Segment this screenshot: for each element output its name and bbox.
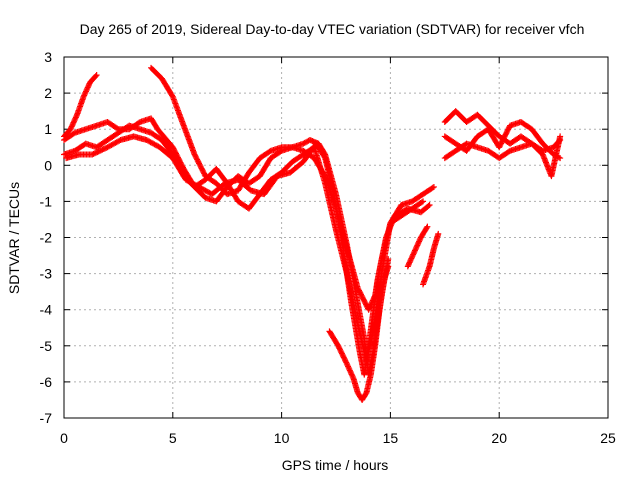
- plus-marker: [423, 224, 430, 231]
- x-tick-label: 25: [600, 430, 616, 446]
- y-tick-label: -4: [40, 302, 53, 318]
- chart-title: Day 265 of 2019, Sidereal Day-to-day VTE…: [80, 21, 585, 37]
- y-tick-label: 1: [44, 121, 52, 137]
- x-tick-label: 20: [491, 430, 507, 446]
- series-1: [61, 72, 100, 140]
- series-6: [326, 263, 392, 403]
- y-tick-labels: 3 2 1 0 -1 -2 -3 -4 -5 -6 -7: [40, 49, 53, 426]
- data-marks: [61, 64, 564, 403]
- plus-marker: [424, 223, 431, 230]
- series-11: [441, 133, 564, 180]
- x-tick-label: 10: [274, 430, 290, 446]
- series-3: [61, 122, 437, 364]
- plus-marker: [385, 256, 392, 263]
- plus-marker: [435, 230, 442, 237]
- plus-marker: [92, 73, 99, 80]
- plus-marker: [557, 133, 564, 140]
- plus-marker: [385, 263, 392, 270]
- plus-marker: [429, 184, 436, 191]
- x-tick-label: 5: [169, 430, 177, 446]
- y-tick-label: 2: [44, 85, 52, 101]
- y-tick-label: -2: [40, 230, 53, 246]
- axis-ticks: [63, 56, 609, 419]
- x-axis-label: GPS time / hours: [282, 457, 389, 473]
- plus-marker: [420, 198, 427, 205]
- y-tick-label: -7: [40, 410, 53, 426]
- y-tick-label: 0: [44, 157, 52, 173]
- plus-marker: [418, 199, 425, 206]
- plus-marker: [425, 202, 432, 209]
- series-8: [420, 230, 442, 288]
- y-tick-label: -3: [40, 266, 53, 282]
- y-tick-label: -6: [40, 374, 53, 390]
- plus-marker: [321, 150, 328, 157]
- plus-marker: [93, 72, 100, 79]
- plus-marker: [426, 202, 433, 209]
- plus-marker: [343, 359, 350, 366]
- y-axis-label: SDTVAR / TECUs: [6, 182, 22, 294]
- grid-lines: [64, 57, 608, 418]
- x-tick-label: 15: [383, 430, 399, 446]
- x-tick-label: 0: [60, 430, 68, 446]
- plus-marker: [116, 137, 123, 144]
- y-tick-label: -5: [40, 338, 53, 354]
- series-7: [404, 223, 431, 270]
- x-tick-labels: 0 5 10 15 20 25: [60, 430, 616, 446]
- y-tick-label: 3: [44, 49, 52, 65]
- y-tick-label: -1: [40, 193, 53, 209]
- plus-marker: [430, 183, 437, 190]
- series-5: [148, 64, 392, 378]
